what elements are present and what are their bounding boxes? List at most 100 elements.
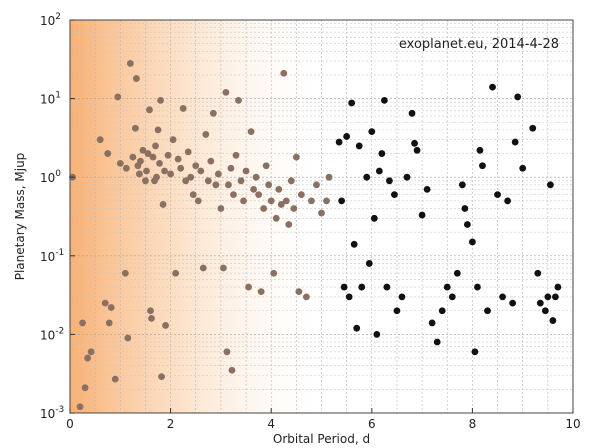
source-annotation: exoplanet.eu, 2014-4-28 (399, 37, 559, 52)
data-point (313, 181, 320, 189)
data-point (235, 96, 242, 104)
data-point (230, 191, 237, 199)
data-point (87, 348, 95, 356)
y-tick-label: 101 (40, 91, 61, 107)
data-point (107, 304, 115, 311)
data-point (408, 109, 416, 117)
data-point (418, 211, 426, 219)
data-point (204, 177, 212, 185)
x-tick-label: 0 (66, 417, 74, 431)
data-point (202, 131, 210, 138)
data-point (169, 136, 177, 144)
data-point (245, 283, 252, 291)
data-point (101, 299, 109, 307)
data-point (199, 264, 207, 272)
data-point (546, 181, 554, 189)
data-point (461, 205, 469, 212)
data-point (275, 185, 283, 193)
data-point (386, 177, 393, 185)
data-point (257, 288, 265, 296)
data-point (471, 348, 479, 356)
x-tick-label: 6 (368, 417, 376, 431)
y-axis-ticks: 102 101 100 10-1 10-2 10-3 (40, 12, 75, 421)
data-point (308, 197, 315, 205)
data-point (265, 181, 273, 189)
data-point (484, 307, 491, 315)
data-point (325, 173, 333, 181)
data-point (225, 181, 232, 189)
data-point (318, 209, 325, 217)
data-point (96, 136, 104, 144)
y-tick-label: 102 (40, 12, 61, 28)
data-point (222, 88, 230, 96)
data-point (157, 96, 164, 104)
data-point (247, 128, 255, 136)
x-tick-label: 4 (267, 417, 275, 431)
data-point (536, 299, 544, 307)
data-point (152, 142, 159, 150)
data-point (438, 307, 446, 315)
data-point (458, 181, 466, 189)
data-point (184, 148, 192, 156)
data-point (136, 170, 143, 178)
data-point (370, 214, 378, 222)
data-point (126, 60, 134, 67)
data-point (323, 197, 330, 205)
data-point (474, 283, 481, 291)
plot-frame (69, 19, 574, 414)
data-point (282, 197, 290, 205)
data-point (270, 269, 278, 277)
data-point (373, 331, 381, 338)
x-tick-label: 2 (167, 417, 175, 431)
data-point (411, 139, 418, 147)
data-point (287, 177, 295, 185)
data-point (228, 366, 236, 374)
data-point (554, 283, 562, 291)
data-point (161, 167, 168, 175)
data-point (164, 151, 172, 159)
data-point (122, 164, 130, 172)
data-point (177, 164, 185, 172)
data-point (551, 293, 559, 301)
data-point (104, 150, 112, 157)
data-point (252, 173, 260, 181)
data-point (148, 314, 155, 322)
data-point (348, 99, 356, 107)
data-point (237, 177, 245, 185)
data-point (358, 283, 366, 291)
x-axis-ticks: 0 2 4 6 8 10 (66, 408, 581, 431)
data-point (350, 240, 358, 248)
data-point (509, 299, 517, 307)
data-point (353, 324, 361, 332)
data-point (380, 96, 388, 104)
data-point (139, 146, 147, 154)
data-point (499, 293, 506, 301)
data-point (335, 138, 343, 146)
data-point (143, 167, 150, 175)
data-point (479, 162, 486, 170)
data-point (194, 197, 202, 205)
data-point (220, 264, 227, 272)
data-point (363, 173, 371, 181)
data-point (156, 159, 163, 167)
data-point (368, 128, 376, 136)
data-point (84, 354, 92, 362)
data-point (223, 348, 231, 356)
y-tick-label: 10-1 (40, 248, 64, 264)
data-point (303, 293, 310, 301)
data-point (142, 177, 149, 185)
data-point (448, 293, 456, 301)
y-tick-label: 10-2 (40, 326, 64, 342)
data-point (297, 191, 305, 199)
data-points (69, 60, 562, 411)
data-point (242, 167, 250, 175)
data-point (433, 338, 441, 346)
data-point (147, 307, 154, 315)
data-point (260, 205, 268, 212)
data-point (214, 170, 222, 178)
data-point (393, 307, 401, 315)
data-point (250, 185, 257, 193)
data-point (197, 167, 205, 175)
data-point (423, 185, 431, 193)
